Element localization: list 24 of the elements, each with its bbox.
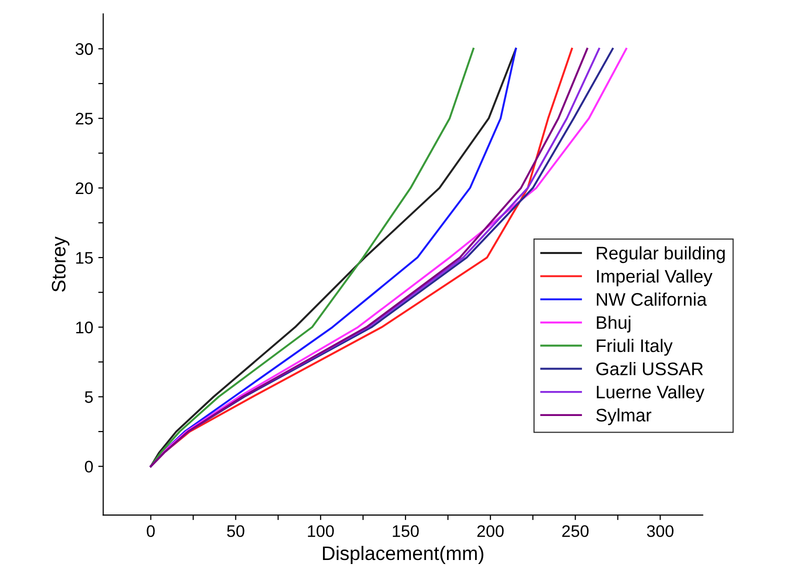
y-tick-label: 0 [84, 460, 93, 473]
legend-label: Gazli USSAR [596, 362, 703, 376]
y-tick-label: 20 [76, 182, 93, 194]
x-tick-label: 100 [308, 525, 334, 538]
x-tick-label: 200 [477, 525, 504, 538]
y-tick-label: 25 [76, 112, 93, 125]
y-tick-label: 10 [76, 322, 93, 334]
x-tick-label: 250 [562, 525, 589, 538]
x-axis-title: Displacement(mm) [322, 546, 484, 564]
legend-label: NW California [596, 292, 707, 306]
y-tick-label: 30 [76, 43, 93, 55]
legend-label: Friuli Italy [596, 338, 673, 356]
x-tick-label: 300 [646, 525, 674, 538]
legend-label: Bhuj [596, 316, 630, 333]
x-tick-label: 50 [227, 525, 244, 538]
y-tick-label: 15 [76, 252, 93, 264]
x-tick-label: 0 [146, 525, 155, 538]
legend-label: Regular building [596, 246, 725, 264]
legend-label: Sylmar [596, 408, 652, 426]
y-axis-title: Storey [52, 236, 70, 292]
legend-label: Imperial Valley [597, 269, 712, 286]
legend-label: Luerne Valley [596, 385, 704, 402]
x-tick-label: 150 [392, 525, 419, 538]
y-tick-label: 5 [84, 391, 93, 403]
